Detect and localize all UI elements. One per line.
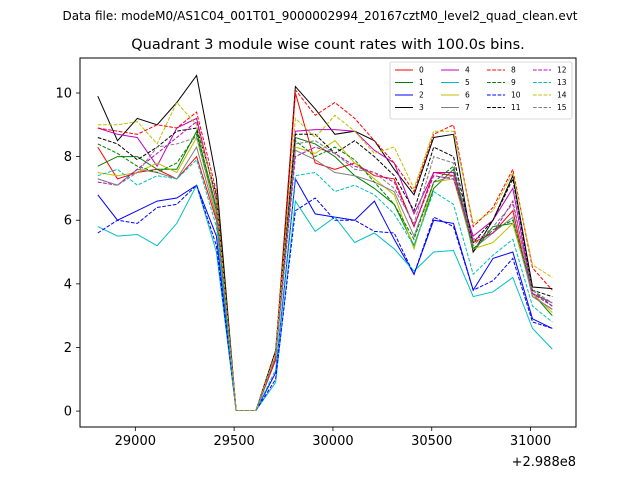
y-tick-label: 4 [64,277,72,292]
x-tick-label: 29500 [213,434,254,449]
x-tick-label: 29000 [115,434,156,449]
legend-label-9: 9 [511,78,516,87]
legend-label-13: 13 [557,78,567,87]
series-line-15 [97,136,553,411]
series-line-6 [97,136,553,411]
y-tick-label: 10 [55,86,72,101]
legend-label-1: 1 [419,78,424,87]
legend-label-2: 2 [419,91,424,100]
legend-box [389,61,573,120]
legend-label-14: 14 [557,91,567,100]
y-tick-label: 0 [64,405,72,420]
legend-label-15: 15 [557,103,567,112]
series-line-0 [97,92,553,411]
legend-label-4: 4 [465,66,470,75]
series-line-2 [97,177,553,411]
legend-label-0: 0 [419,66,424,75]
series-line-10 [97,184,553,411]
series-line-14 [97,101,553,411]
legend-label-7: 7 [465,103,470,112]
y-tick-label: 6 [64,214,72,229]
series-line-11 [97,127,553,411]
series-line-8 [97,88,553,411]
x-tick-label: 30000 [312,434,353,449]
y-tick-label: 8 [64,150,72,165]
legend-label-11: 11 [511,103,521,112]
series-line-13 [97,158,553,411]
legend-label-10: 10 [511,91,521,100]
series-layer [97,74,553,411]
series-line-4 [97,117,553,411]
series-line-12 [97,120,553,411]
series-line-7 [97,145,553,411]
series-line-9 [97,133,553,411]
legend-label-3: 3 [419,103,424,112]
legend-label-12: 12 [557,66,567,75]
plot-frame [79,57,577,428]
legend-label-8: 8 [511,66,516,75]
legend-label-5: 5 [465,78,470,87]
x-tick-label: 30500 [411,434,452,449]
legend-label-6: 6 [465,91,470,100]
figure-suptitle: Data file: modeM0/AS1C04_001T01_90000029… [62,9,577,23]
y-tick-label: 2 [64,341,72,356]
axes: 29000 29500 30000 30500 31000 0 2 4 6 8 10 [55,86,551,449]
chart-title: Quadrant 3 module wise count rates with … [131,37,525,53]
x-tick-label: 31000 [510,434,551,449]
x-offset-label: +2.988e8 [512,455,576,470]
series-line-5 [97,183,553,411]
